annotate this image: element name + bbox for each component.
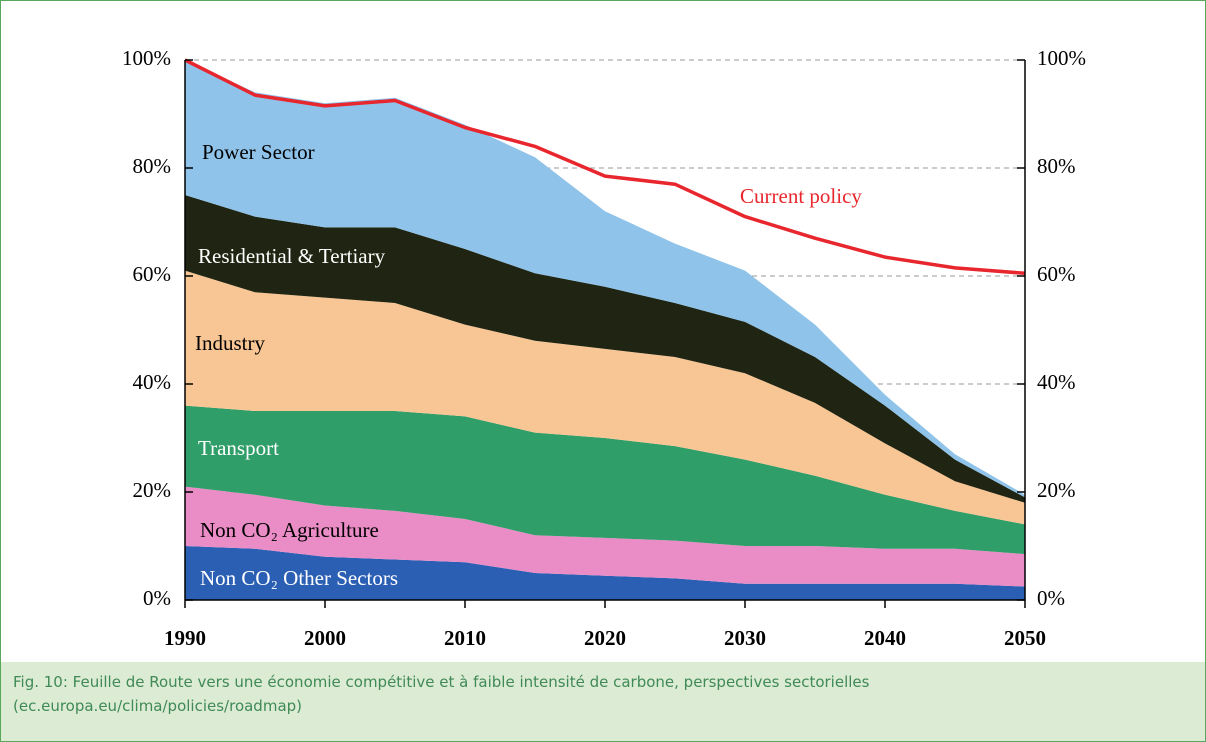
area-label: Non CO₂ Other Sectors (200, 566, 398, 590)
y-tick-label: 20% (133, 478, 172, 502)
chart: Non CO₂ Other Sectors Non CO₂ Agriculture… (122, 46, 1086, 650)
y-tick-label: 80% (133, 154, 172, 178)
y-tick-label: 40% (133, 370, 172, 394)
y2-tick-label: 100% (1037, 46, 1086, 70)
x-tick-label: 2030 (724, 626, 766, 650)
x-tick-label: 2020 (584, 626, 626, 650)
area (185, 195, 1025, 503)
y2-tick-label: 60% (1037, 262, 1076, 286)
area-label: Transport (198, 436, 279, 460)
y2-tick-label: 40% (1037, 370, 1076, 394)
y2-tick-label: 80% (1037, 154, 1076, 178)
area (185, 486, 1025, 587)
y2-tick-label: 20% (1037, 478, 1076, 502)
line-label: Current policy (740, 184, 862, 208)
y-tick-label: 100% (122, 46, 171, 70)
x-tick-label: 2010 (444, 626, 486, 650)
policy-line (184, 58, 1026, 276)
x-tick-label: 2050 (1004, 626, 1046, 650)
x-tick-label: 1990 (164, 626, 206, 650)
area (185, 270, 1025, 525)
area (185, 60, 1025, 498)
area-label: Residential & Tertiary (198, 244, 386, 268)
area-label: Industry (195, 331, 265, 355)
x-tick-label: 2000 (304, 626, 346, 650)
caption: Fig. 10: Feuille de Route vers une écono… (13, 673, 870, 715)
y-tick-label: 0% (143, 586, 171, 610)
area (185, 405, 1025, 555)
area-label: Non CO₂ Agriculture (200, 518, 379, 542)
y-tick-label: 60% (133, 262, 172, 286)
caption-panel: Fig. 10: Feuille de Route vers une écono… (1, 662, 1205, 741)
area-label: Power Sector (202, 140, 315, 164)
y2-tick-label: 0% (1037, 586, 1065, 610)
x-tick-label: 2040 (864, 626, 906, 650)
